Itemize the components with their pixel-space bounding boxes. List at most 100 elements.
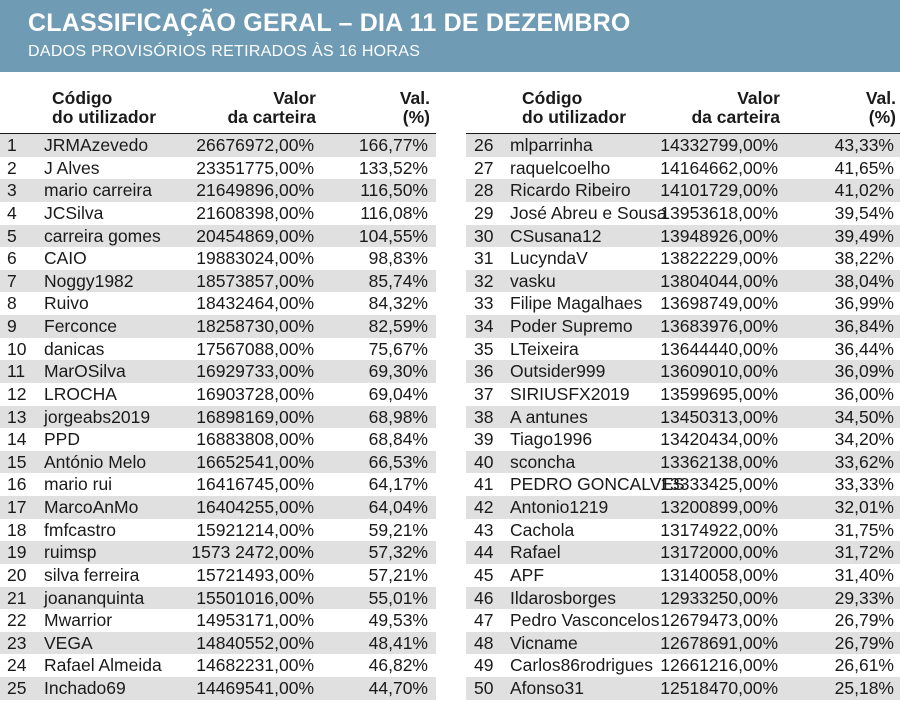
user-cell: sconcha	[510, 451, 576, 472]
value-cell: 13698749,00%	[660, 293, 778, 314]
value-cell: 13450313,00%	[660, 406, 778, 427]
pct-cell: 116,50%	[360, 180, 428, 201]
pct-cell: 49,53%	[368, 610, 428, 631]
value-cell: 14953171,00%	[196, 610, 314, 631]
table-row: 18 fmfcastro 15921214,00% 59,21%	[0, 519, 436, 542]
pct-cell: 133,52%	[358, 157, 428, 178]
table-row: 40 sconcha 13362138,00% 33,62%	[466, 450, 900, 474]
value-cell: 12661216,00%	[660, 655, 778, 676]
table-row: 4 JCSilva 21608398,00% 116,08%	[0, 202, 436, 225]
user-cell: Rafael Almeida	[44, 655, 162, 676]
column-header-user: Código do utilizador	[522, 88, 627, 127]
rank-cell: 6	[7, 248, 17, 269]
table-row: 14 PPD 16883808,00% 68,84%	[0, 428, 436, 451]
value-cell: 14164662,00%	[660, 157, 778, 178]
user-cell: Ildarosborges	[510, 587, 617, 608]
rank-cell: 32	[474, 270, 494, 291]
user-cell: A antunes	[510, 406, 588, 427]
ranking-table-left: Código do utilizador Valor da carteira V…	[0, 88, 436, 700]
page-title: CLASSIFICAÇÃO GERAL – DIA 11 DE DEZEMBRO	[28, 9, 631, 37]
pct-cell: 26,79%	[834, 610, 894, 631]
rank-cell: 46	[474, 587, 494, 608]
pct-cell: 68,98%	[368, 406, 428, 427]
user-cell: Pedro Vasconcelos	[510, 610, 660, 631]
table-header: Código do utilizador Valor da carteira V…	[466, 88, 900, 134]
rank-cell: 41	[474, 474, 494, 495]
value-cell: 16903728,00%	[196, 383, 314, 404]
value-cell: 21608398,00%	[196, 202, 314, 223]
user-cell: mario carreira	[44, 180, 152, 201]
table-row: 38 A antunes 13450313,00% 34,50%	[466, 405, 900, 429]
table-header: Código do utilizador Valor da carteira V…	[0, 88, 436, 134]
rank-cell: 24	[7, 655, 27, 676]
table-row: 44 Rafael 13172000,00% 31,72%	[466, 541, 900, 564]
value-cell: 12933250,00%	[660, 587, 778, 608]
user-cell: Ricardo Ribeiro	[510, 180, 631, 201]
rank-cell: 20	[7, 564, 27, 585]
user-cell: António Melo	[44, 451, 147, 472]
user-cell: MarcoAnMo	[44, 497, 139, 517]
user-cell: carreira gomes	[44, 225, 161, 246]
table-row: 30 CSusana12 13948926,00% 39,49%	[466, 224, 900, 248]
rank-cell: 25	[7, 678, 27, 698]
pct-cell: 39,54%	[834, 202, 894, 223]
table-row: 32 vasku 13804044,00% 38,04%	[466, 269, 900, 293]
table-row: 33 Filipe Magalhaes 13698749,00% 36,99%	[466, 292, 900, 315]
pct-cell: 41,65%	[834, 157, 894, 178]
rank-cell: 48	[474, 632, 494, 653]
user-cell: Vicname	[510, 632, 578, 653]
table-row: 37 SIRIUSFX2019 13599695,00% 36,00%	[466, 383, 900, 406]
user-cell: J Alves	[44, 157, 100, 178]
table-row: 27 raquelcoelho 14164662,00% 41,65%	[466, 157, 900, 180]
value-cell: 13174922,00%	[660, 519, 778, 540]
table-row: 49 Carlos86rodrigues 12661216,00% 26,61%	[466, 654, 900, 677]
table-row: 1 JRMAzevedo 26676972,00% 166,77%	[0, 134, 436, 157]
rank-cell: 2	[7, 157, 17, 178]
pct-cell: 82,59%	[368, 316, 428, 336]
value-cell: 14469541,00%	[196, 678, 314, 698]
user-cell: Afonso31	[510, 678, 584, 698]
rank-cell: 17	[7, 497, 27, 517]
table-row: 3 mario carreira 21649896,00% 116,50%	[0, 179, 436, 202]
value-cell: 1573 2472,00%	[191, 542, 314, 563]
rank-cell: 16	[7, 474, 27, 495]
user-cell: APF	[510, 564, 545, 585]
table-row: 29 José Abreu e Sousa 13953618,00% 39,54%	[466, 202, 900, 225]
value-cell: 20454869,00%	[196, 225, 314, 246]
rank-cell: 28	[474, 180, 494, 201]
table-row: 19 ruimsp 1573 2472,00% 57,32%	[0, 541, 436, 564]
pct-cell: 33,62%	[834, 451, 894, 472]
rank-cell: 50	[474, 678, 494, 698]
value-cell: 17567088,00%	[196, 338, 314, 359]
rank-cell: 43	[474, 519, 494, 540]
user-cell: Mwarrior	[44, 610, 113, 631]
pct-cell: 36,84%	[834, 316, 894, 336]
pct-cell: 84,32%	[368, 293, 428, 314]
value-cell: 16883808,00%	[196, 429, 314, 450]
rank-cell: 23	[7, 632, 27, 653]
table-row: 17 MarcoAnMo 16404255,00% 64,04%	[0, 496, 436, 519]
value-cell: 13822229,00%	[660, 248, 778, 269]
table-row: 36 Outsider999 13609010,00% 36,09%	[466, 360, 900, 383]
table-row: 6 CAIO 19883024,00% 98,83%	[0, 247, 436, 270]
value-cell: 14332799,00%	[660, 135, 778, 155]
pct-cell: 104,55%	[358, 225, 428, 246]
user-cell: PPD	[44, 429, 80, 450]
user-cell: Antonio1219	[510, 497, 609, 517]
rank-cell: 45	[474, 564, 494, 585]
value-cell: 18432464,00%	[196, 293, 314, 314]
rank-cell: 31	[474, 248, 494, 269]
rank-cell: 37	[474, 383, 494, 404]
value-cell: 16652541,00%	[196, 451, 314, 472]
rank-cell: 36	[474, 361, 494, 382]
value-cell: 12678691,00%	[660, 632, 778, 653]
rank-cell: 7	[7, 270, 17, 291]
pct-cell: 36,09%	[834, 361, 894, 382]
value-cell: 14101729,00%	[660, 180, 778, 201]
rank-cell: 42	[474, 497, 494, 517]
table-row: 46 Ildarosborges 12933250,00% 29,33%	[466, 586, 900, 610]
pct-cell: 66,53%	[368, 451, 428, 472]
pct-cell: 75,67%	[368, 338, 428, 359]
table-row: 8 Ruivo 18432464,00% 84,32%	[0, 292, 436, 315]
pct-cell: 31,75%	[834, 519, 894, 540]
